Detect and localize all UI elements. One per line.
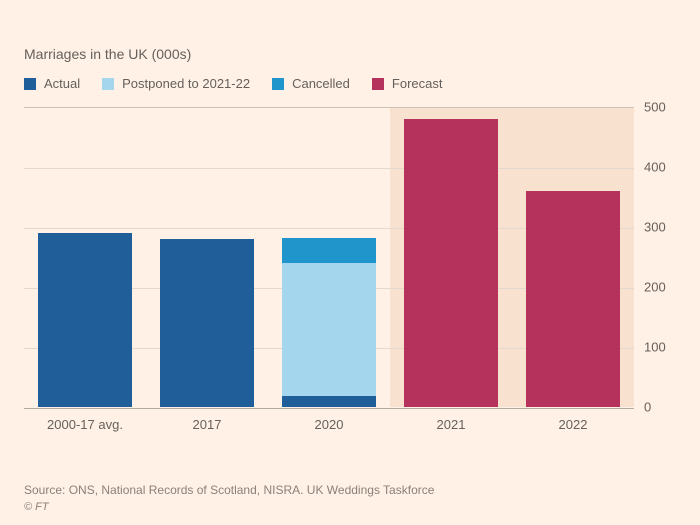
chart-subtitle: Marriages in the UK (000s) <box>24 46 676 62</box>
legend-swatch <box>24 78 36 90</box>
legend-item: Postponed to 2021-22 <box>102 76 250 91</box>
y-tick-label: 200 <box>644 280 666 295</box>
copyright: © FT <box>24 501 49 513</box>
y-tick-label: 400 <box>644 160 666 175</box>
legend-item: Actual <box>24 76 80 91</box>
y-tick-label: 0 <box>644 400 651 415</box>
legend-item: Forecast <box>372 76 443 91</box>
legend-item: Cancelled <box>272 76 350 91</box>
source-line: Source: ONS, National Records of Scotlan… <box>24 483 434 497</box>
legend-label: Actual <box>44 76 80 91</box>
legend: Actual Postponed to 2021-22 Cancelled Fo… <box>24 76 676 91</box>
x-tick-label: 2022 <box>559 417 588 432</box>
x-tick-label: 2017 <box>193 417 222 432</box>
bar-segment <box>404 119 498 407</box>
plot-area: 2000-17 avg. 2017 2020 2021 2022 0 100 200 300 4… <box>24 107 676 437</box>
y-tick-label: 100 <box>644 340 666 355</box>
bar-segment <box>282 396 376 407</box>
bar-segment <box>282 263 376 396</box>
bar-column <box>526 191 620 407</box>
bar-column <box>282 238 376 407</box>
baseline <box>24 408 634 409</box>
legend-swatch <box>372 78 384 90</box>
legend-label: Postponed to 2021-22 <box>122 76 250 91</box>
legend-label: Forecast <box>392 76 443 91</box>
chart-container: Marriages in the UK (000s) Actual Postpo… <box>0 0 700 525</box>
bar-segment <box>38 233 132 407</box>
legend-label: Cancelled <box>292 76 350 91</box>
x-tick-label: 2021 <box>437 417 466 432</box>
bar-column <box>160 239 254 407</box>
y-tick-label: 300 <box>644 220 666 235</box>
gridline <box>24 168 634 169</box>
bar-segment <box>160 239 254 407</box>
x-tick-label: 2020 <box>315 417 344 432</box>
legend-swatch <box>102 78 114 90</box>
bar-segment <box>282 238 376 263</box>
x-tick-label: 2000-17 avg. <box>47 417 123 432</box>
bar-column <box>404 119 498 407</box>
legend-swatch <box>272 78 284 90</box>
plot <box>24 107 634 407</box>
y-tick-label: 500 <box>644 100 666 115</box>
bar-column <box>38 233 132 407</box>
bar-segment <box>526 191 620 407</box>
